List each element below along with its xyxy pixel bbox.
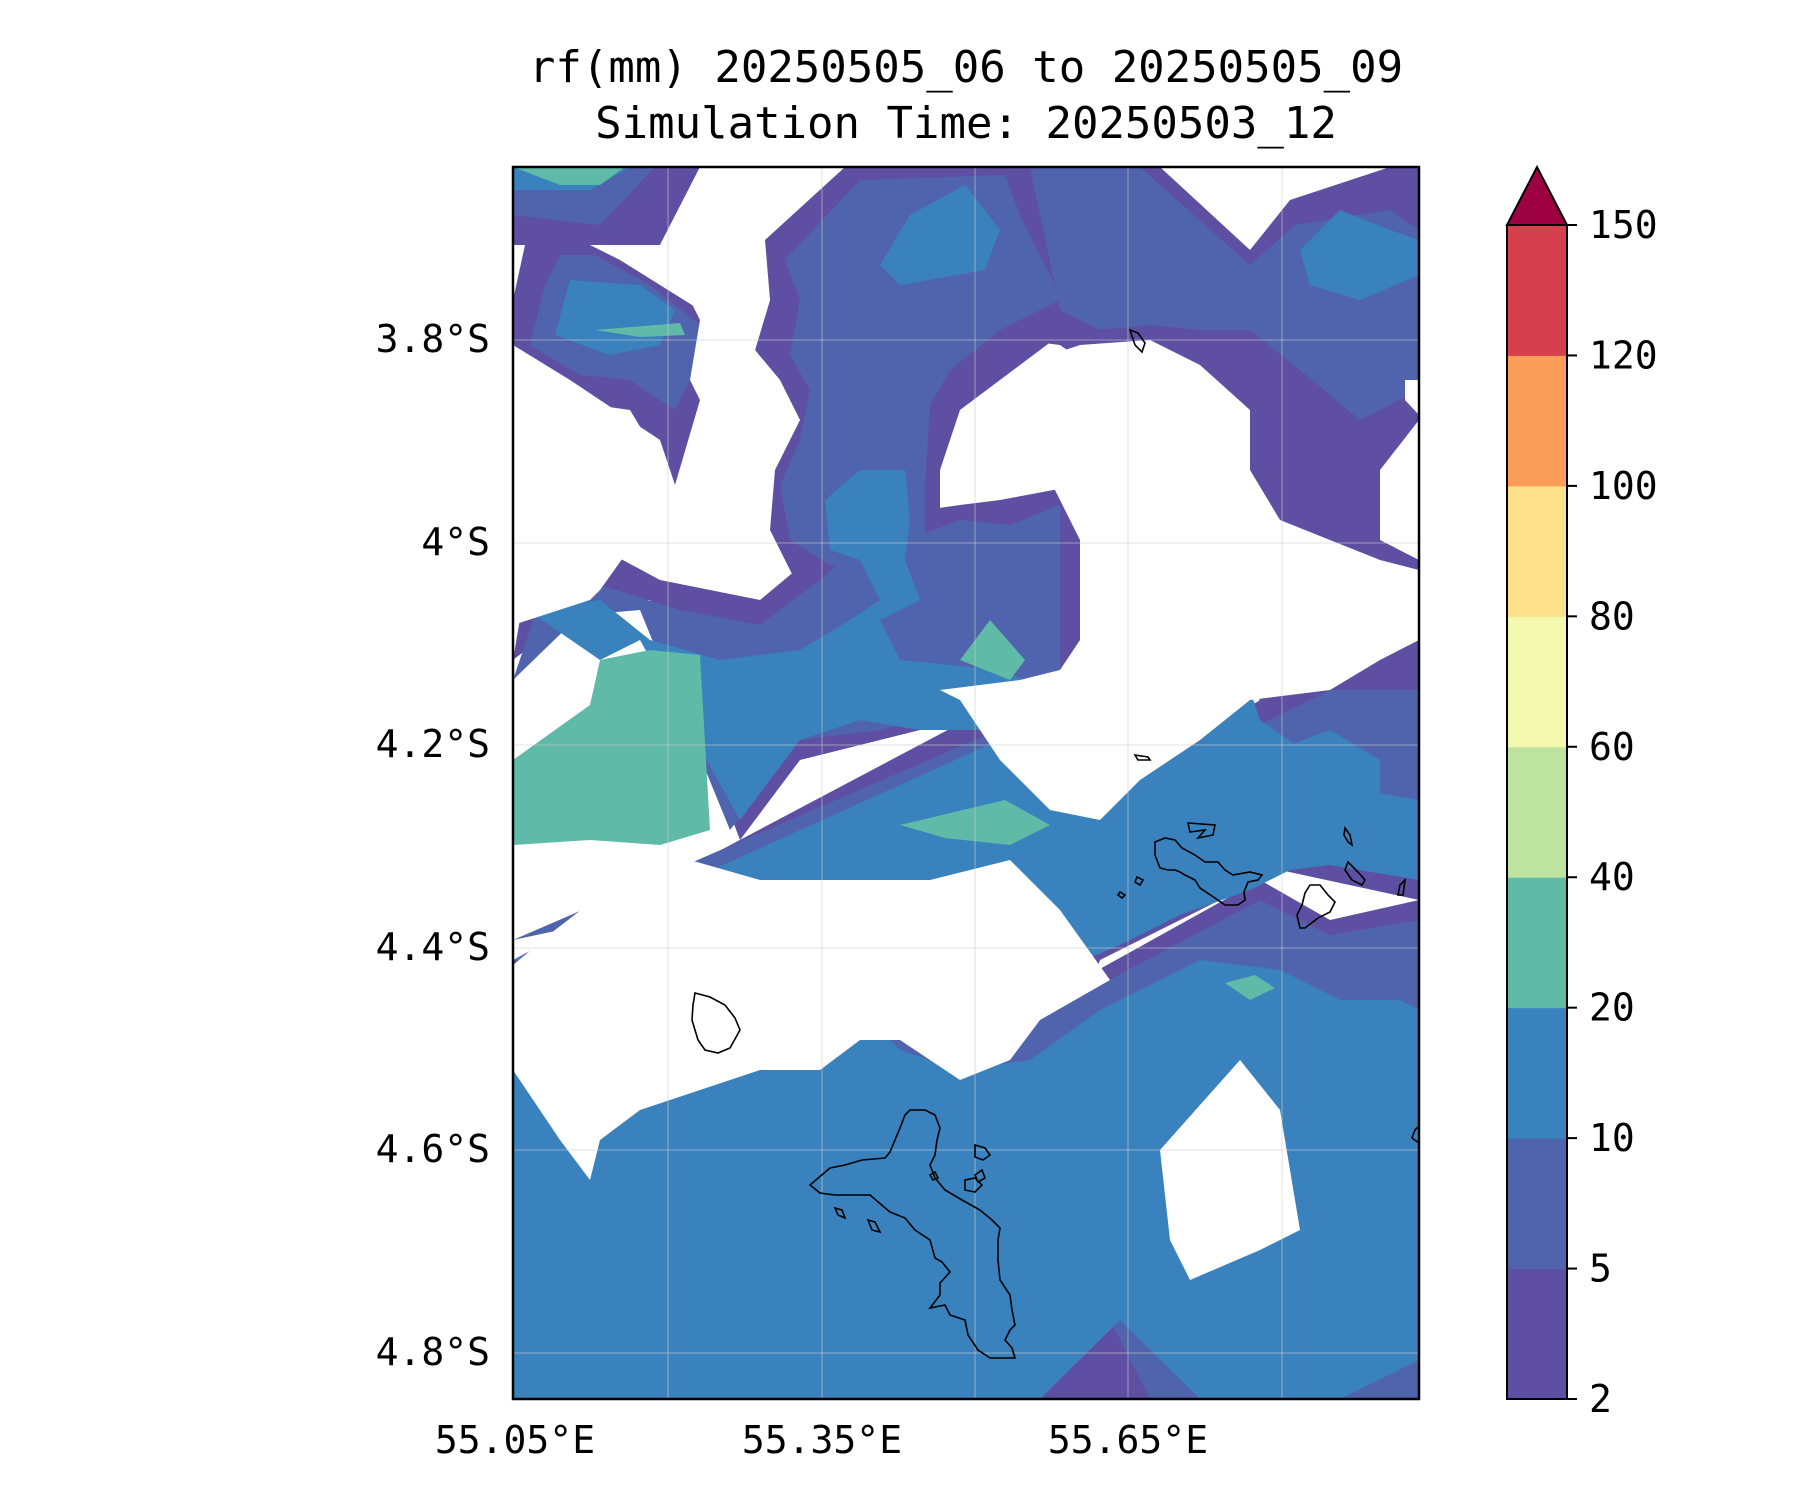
- coastline-main-island: [808, 1109, 1017, 1359]
- coastline-island: [1296, 884, 1336, 929]
- colorbar-tick-label: 20: [1589, 986, 1635, 1030]
- coastline-island: [1154, 837, 1264, 906]
- colorbar-segment: [1507, 1268, 1567, 1400]
- colorbar-tick-label: 120: [1589, 333, 1658, 377]
- coastline-islet: [1397, 877, 1407, 896]
- coastline-islet: [964, 1177, 984, 1193]
- map-frame: [511, 165, 1421, 1401]
- lat-tick-label: 4.4°S: [376, 925, 490, 969]
- colorbar-segment: [1507, 1138, 1567, 1270]
- coastline-islet: [1128, 328, 1146, 354]
- title-line-2: Simulation Time: 20250503_12: [595, 98, 1337, 149]
- colorbar-segment: [1507, 355, 1567, 487]
- coastline-islet: [974, 1143, 992, 1161]
- lat-tick-label: 4°S: [421, 520, 490, 564]
- coastline-islet: [1411, 1124, 1419, 1144]
- lon-tick-label: 55.05°E: [435, 1418, 595, 1462]
- coastlines: [691, 328, 1419, 1359]
- coastline-islet: [1186, 822, 1216, 840]
- lat-tick-label: 4.8°S: [376, 1330, 490, 1374]
- colorbar-tick-label: 100: [1589, 464, 1658, 508]
- coastline-islet: [866, 1218, 882, 1234]
- title-line-1: rf(mm) 20250505_06 to 20250505_09: [529, 42, 1403, 93]
- coastline-island: [691, 992, 741, 1054]
- colorbar-segment: [1507, 485, 1567, 617]
- coastline-islet: [1344, 860, 1366, 887]
- lon-tick-label: 55.65°E: [1048, 1418, 1208, 1462]
- map-gridlines: [513, 167, 1419, 1399]
- coastline-islet: [1116, 890, 1127, 900]
- coastline-islet: [974, 1168, 986, 1184]
- colorbar-segment: [1507, 225, 1567, 356]
- colorbar-tick-label: 80: [1589, 594, 1635, 638]
- coastline-islet: [1133, 753, 1152, 761]
- colorbar: 2 5 10 20 40 60 80 100 120 150: [1505, 164, 1658, 1421]
- colorbar-segment: [1507, 746, 1567, 878]
- colorbar-segment: [1507, 877, 1567, 1009]
- colorbar-outline: [1506, 224, 1568, 1400]
- colorbar-tick-label: 150: [1589, 203, 1658, 247]
- coastline-islet: [1343, 825, 1354, 847]
- lat-tick-label: 4.2°S: [376, 722, 490, 766]
- longitude-axis: 55.05°E 55.35°E 55.65°E: [435, 1418, 1208, 1462]
- rain-level-20-40: [513, 167, 1275, 1000]
- colorbar-tick-label: 60: [1589, 725, 1635, 769]
- latitude-axis: 3.8°S 4°S 4.2°S 4.4°S 4.6°S 4.8°S: [376, 317, 490, 1374]
- lon-tick-label: 55.35°E: [742, 1418, 902, 1462]
- colorbar-extend-triangle: [1505, 164, 1569, 226]
- colorbar-tick-label: 2: [1589, 1377, 1612, 1421]
- map-panel: [513, 167, 1419, 1399]
- lat-tick-label: 3.8°S: [376, 317, 490, 361]
- dry-areas: [513, 167, 1419, 1280]
- coastline-islet: [833, 1206, 847, 1220]
- coastline-islet: [1134, 875, 1145, 887]
- colorbar-segment: [1507, 1007, 1567, 1139]
- colorbar-tick-label: 10: [1589, 1116, 1635, 1160]
- colorbar-tick-label: 5: [1589, 1247, 1612, 1291]
- colorbar-segment: [1507, 616, 1567, 748]
- colorbar-tick-label: 40: [1589, 855, 1635, 899]
- coastline-islet: [928, 1170, 940, 1181]
- lat-tick-label: 4.6°S: [376, 1127, 490, 1171]
